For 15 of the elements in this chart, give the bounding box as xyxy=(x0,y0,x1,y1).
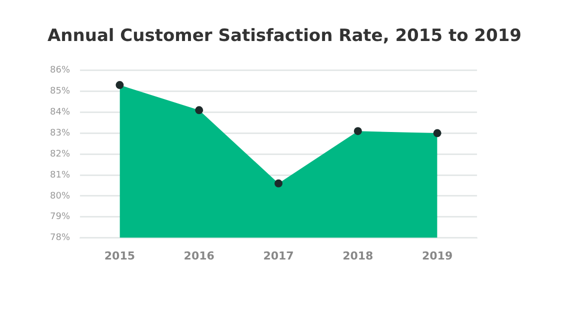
x-tick-label: 2018 xyxy=(342,249,374,262)
y-tick-label: 85% xyxy=(50,86,70,97)
x-tick-label: 2016 xyxy=(184,249,215,262)
y-tick-label: 81% xyxy=(50,170,70,180)
y-tick-label: 83% xyxy=(50,128,70,139)
y-tick-label: 84% xyxy=(50,108,70,118)
x-tick-label: 2019 xyxy=(422,249,453,262)
y-tick-label: 80% xyxy=(50,191,70,202)
y-tick-label: 79% xyxy=(50,212,70,222)
x-tick-label: 2015 xyxy=(104,249,136,262)
y-tick-label: 86% xyxy=(50,66,70,76)
chart-title: Annual Customer Satisfaction Rate, 2015 to 2019 xyxy=(46,26,522,46)
x-tick-label: 2017 xyxy=(263,249,294,262)
y-tick-label: 82% xyxy=(50,149,70,160)
y-tick-label: 78% xyxy=(50,233,70,244)
